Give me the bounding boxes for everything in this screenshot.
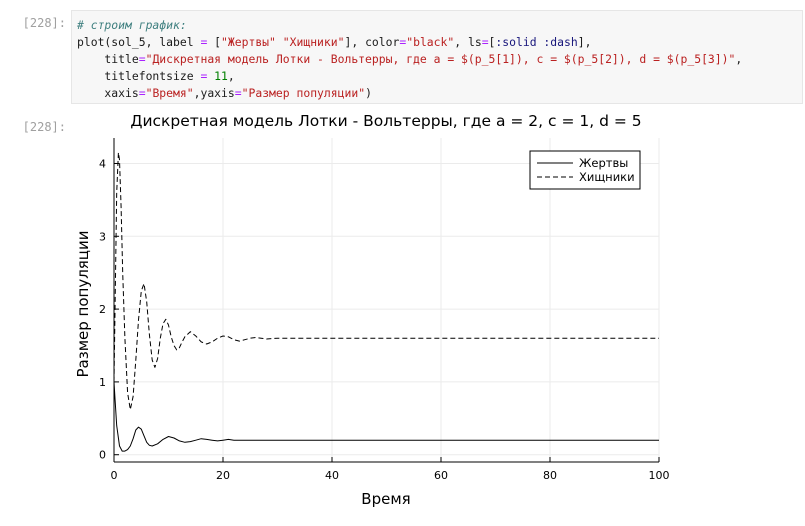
y-tick-label: 2 <box>99 303 106 316</box>
x-tick-label: 80 <box>543 469 557 482</box>
x-tick-label: 60 <box>434 469 448 482</box>
plot-axes <box>113 138 659 463</box>
x-tick-label: 20 <box>216 469 230 482</box>
legend-label: Хищники <box>579 170 635 184</box>
plot-grid <box>113 138 660 462</box>
y-tick-label: 4 <box>99 157 106 170</box>
code-cell[interactable]: # строим график: plot(sol_5, label = ["Ж… <box>71 10 803 104</box>
code-editor[interactable]: # строим график: plot(sol_5, label = ["Ж… <box>77 18 743 100</box>
x-tick-label: 100 <box>649 469 670 482</box>
legend-label: Жертвы <box>579 156 628 170</box>
plot-output: Дискретная модель Лотки - Вольтерры, где… <box>74 112 670 508</box>
x-tick-label: 40 <box>325 469 339 482</box>
x-tick-label: 0 <box>111 469 118 482</box>
plot-series <box>113 152 659 452</box>
chart-title: Дискретная модель Лотки - Вольтерры, где… <box>130 112 641 130</box>
input-prompt: [228]: <box>22 16 66 30</box>
y-axis-label: Размер популяции <box>74 230 92 377</box>
plot-ticks: 0 20 40 60 80 100 0 1 2 3 4 <box>99 157 670 482</box>
series-line-2 <box>113 152 659 411</box>
code-comment: # строим график: <box>77 18 187 32</box>
y-tick-label: 1 <box>99 376 106 389</box>
series-line-1 <box>113 381 659 452</box>
y-tick-label: 3 <box>99 230 106 243</box>
output-prompt: [228]: <box>22 120 66 134</box>
y-tick-label: 0 <box>99 449 106 462</box>
legend-box <box>529 150 641 190</box>
x-axis-label: Время <box>361 490 410 508</box>
